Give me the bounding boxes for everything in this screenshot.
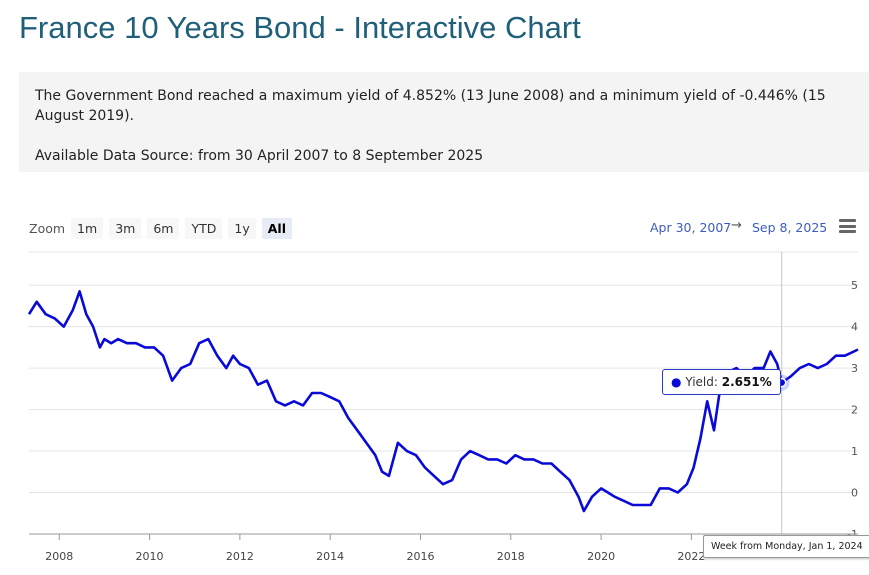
x-tick-label: 2012 xyxy=(226,550,254,563)
x-tick-label: 2022 xyxy=(677,550,705,563)
y-tick-label: 1 xyxy=(851,445,858,458)
y-tick-label: 3 xyxy=(851,362,858,375)
tooltip-label: Yield: xyxy=(685,375,718,389)
zoom-6m-button[interactable]: 6m xyxy=(147,217,180,239)
page-title: France 10 Years Bond - Interactive Chart xyxy=(19,10,581,45)
axes: -101234520082010201220142016201820202022 xyxy=(29,279,858,563)
tooltip-value: 2.651% xyxy=(721,375,772,389)
bond-info-box: The Government Bond reached a maximum yi… xyxy=(19,72,869,172)
series-layer xyxy=(27,290,859,513)
zoom-1y-button[interactable]: 1y xyxy=(228,217,256,239)
yield-summary-text: The Government Bond reached a maximum yi… xyxy=(35,88,826,124)
chart-menu-icon[interactable] xyxy=(839,219,856,233)
zoom-all-button[interactable]: All xyxy=(261,217,292,239)
y-tick-label: 4 xyxy=(851,321,858,334)
y-tick-label: 0 xyxy=(851,487,858,500)
x-tick-label: 2018 xyxy=(497,550,525,563)
series-marker-icon: ● xyxy=(671,375,682,389)
data-source-text: Available Data Source: from 30 April 200… xyxy=(35,148,484,164)
y-tick-label: 2 xyxy=(851,404,858,417)
zoom-ytd-button[interactable]: YTD xyxy=(185,217,223,239)
x-tick-label: 2016 xyxy=(406,550,434,563)
x-tick-label: 2010 xyxy=(136,550,164,563)
zoom-1m-button[interactable]: 1m xyxy=(71,217,104,239)
crosshair-date-label: Week from Monday, Jan 1, 2024 xyxy=(703,535,869,558)
yield-series-line xyxy=(27,290,859,513)
x-tick-label: 2014 xyxy=(316,550,344,563)
range-from-input[interactable]: Apr 30, 2007 xyxy=(650,220,732,235)
range-to-input[interactable]: Sep 8, 2025 xyxy=(752,220,828,235)
x-tick-label: 2008 xyxy=(45,550,73,563)
yield-tooltip: ● Yield: 2.651% xyxy=(662,369,781,395)
x-tick-label: 2020 xyxy=(587,550,615,563)
zoom-3m-button[interactable]: 3m xyxy=(109,217,142,239)
zoom-bar: Zoom 1m 3m 6m YTD 1y All xyxy=(29,217,298,239)
y-tick-label: 5 xyxy=(851,279,858,292)
range-arrow-icon: → xyxy=(731,218,742,233)
zoom-label: Zoom xyxy=(29,220,66,236)
